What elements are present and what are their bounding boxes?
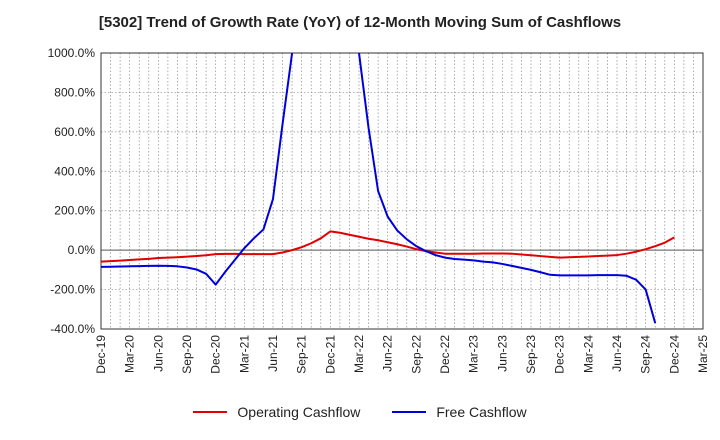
x-tick-label: Sep-23 <box>524 335 538 374</box>
x-tick-label: Dec-24 <box>667 335 681 374</box>
x-tick-label: Sep-21 <box>295 335 309 374</box>
x-tick-label: Dec-21 <box>323 335 337 374</box>
x-tick-label: Dec-22 <box>438 335 452 374</box>
y-axis-ticks: 1000.0% 800.0% 600.0% 400.0% 200.0% 0.0% -200.… <box>48 46 96 336</box>
y-tick-label: -400.0% <box>50 322 95 336</box>
x-tick-label: Sep-24 <box>639 335 653 374</box>
y-tick-label: -200.0% <box>50 283 95 297</box>
plot-frame <box>100 52 704 330</box>
chart-title: [5302] Trend of Growth Rate (YoY) of 12-… <box>98 14 622 31</box>
legend-label-free: Free Cashflow <box>436 404 527 420</box>
x-tick-label: Mar-20 <box>123 335 137 373</box>
x-tick-label: Dec-20 <box>209 335 223 374</box>
x-tick-label: Jun-23 <box>495 335 509 372</box>
y-tick-label: 200.0% <box>54 204 95 218</box>
y-tick-label: 800.0% <box>54 85 95 99</box>
legend-swatch-operating <box>193 411 228 413</box>
legend-item-operating-cashflow: Operating Cashflow <box>193 404 360 420</box>
x-tick-label: Mar-21 <box>237 335 251 373</box>
x-tick-label: Jun-22 <box>381 335 395 372</box>
y-tick-label: 0.0% <box>68 243 96 257</box>
series-line-free-cashflow <box>101 53 657 324</box>
x-tick-label: Sep-20 <box>180 335 194 374</box>
legend-swatch-free <box>392 411 427 413</box>
legend-item-free-cashflow: Free Cashflow <box>392 404 527 420</box>
x-tick-label: Dec-23 <box>553 335 567 374</box>
x-axis-ticks: Dec-19 Mar-20 Jun-20 Sep-20 Dec-20 Mar-21 Jun-… <box>94 335 710 374</box>
x-tick-label: Mar-25 <box>696 335 710 373</box>
x-tick-label: Jun-20 <box>151 335 165 372</box>
grid-lines <box>101 52 703 330</box>
x-tick-label: Jun-21 <box>266 335 280 372</box>
x-tick-label: Mar-23 <box>467 335 481 373</box>
y-tick-label: 1000.0% <box>48 46 96 60</box>
series-line-operating-cashflow <box>101 230 675 263</box>
x-tick-label: Mar-24 <box>581 335 595 373</box>
x-tick-label: Mar-22 <box>352 335 366 373</box>
x-tick-label: Dec-19 <box>94 335 108 374</box>
x-tick-label: Jun-24 <box>610 335 624 372</box>
x-tick-label: Sep-22 <box>409 335 423 374</box>
legend-label-operating: Operating Cashflow <box>237 404 361 420</box>
legend: Operating Cashflow Free Cashflow <box>0 404 720 420</box>
y-tick-label: 400.0% <box>54 164 95 178</box>
y-tick-label: 600.0% <box>54 125 95 139</box>
